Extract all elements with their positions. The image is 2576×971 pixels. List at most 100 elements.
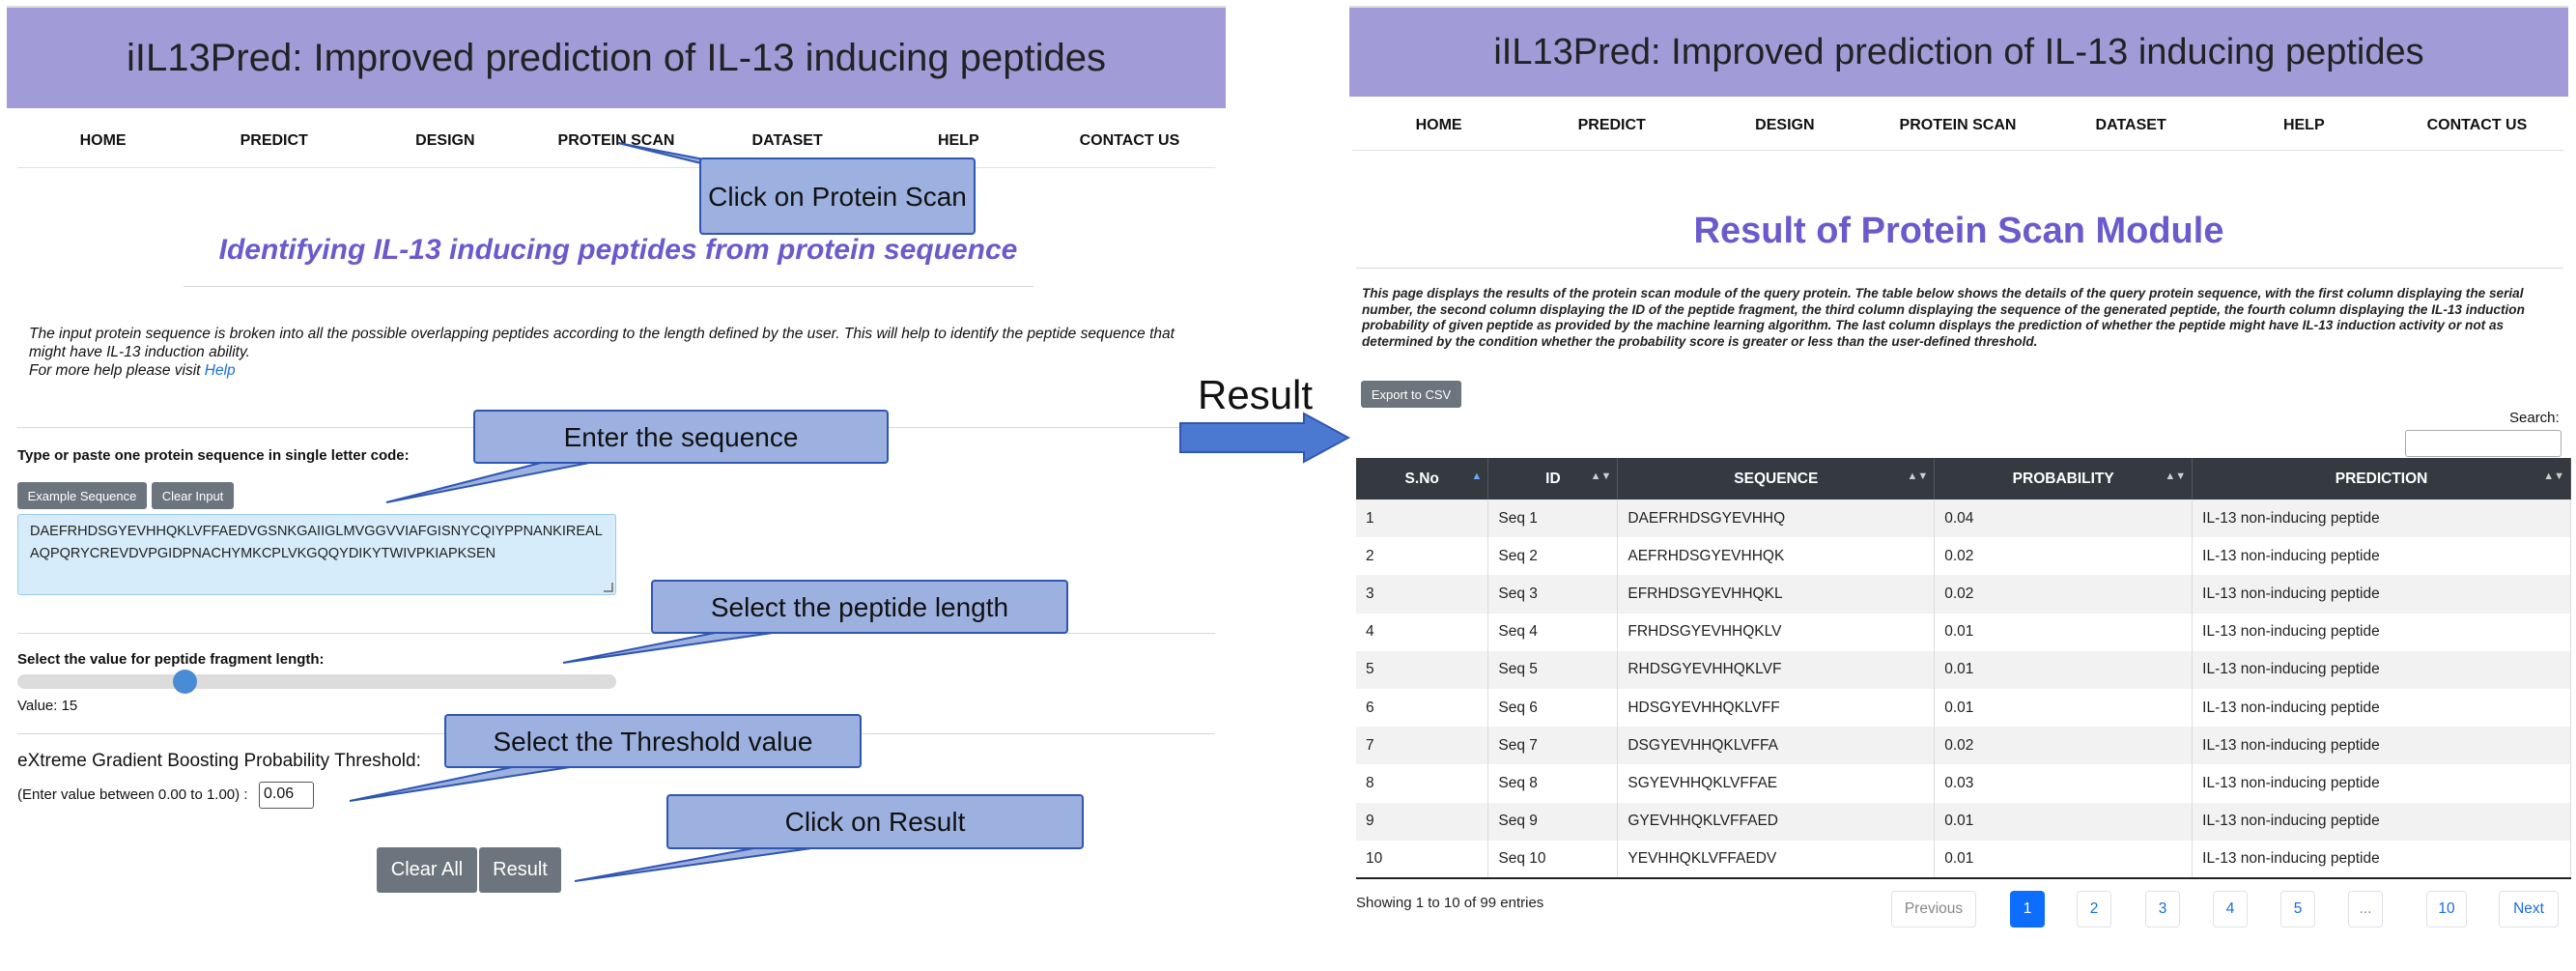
cell-prediction: IL-13 non-inducing peptide [2192, 727, 2571, 765]
search-label: Search: [2509, 410, 2560, 426]
cell-id: Seq 4 [1487, 613, 1619, 651]
table-row: 1 Seq 1 DAEFRHDSGYEVHHQ 0.04 IL-13 non-induc… [1356, 500, 2571, 538]
site-banner: iIL13Pred: Improved prediction of IL-13 … [1349, 6, 2568, 97]
table-header-row: S.No ▲ ID ▲▼ SEQUENCE ▲▼ PROBABILITY ▲▼ PRED… [1356, 458, 2571, 500]
slider-thumb[interactable] [172, 670, 197, 694]
cell-prediction: IL-13 non-inducing peptide [2192, 764, 2571, 803]
help-link[interactable]: Help [204, 362, 236, 379]
sort-icon: ▲▼ [2543, 471, 2564, 482]
column-header-prediction[interactable]: PREDICTION ▲▼ [2192, 458, 2571, 500]
cell-id: Seq 2 [1487, 537, 1619, 576]
length-slider[interactable] [17, 670, 616, 694]
column-header-sno[interactable]: S.No ▲ [1356, 458, 1489, 500]
cell-sequence: EFRHDSGYEVHHQKL [1617, 575, 1936, 614]
cell-sno: 9 [1356, 802, 1489, 841]
export-csv-button[interactable]: Export to CSV [1361, 381, 1461, 408]
column-label: PREDICTION [2335, 470, 2428, 487]
cell-probability: 0.01 [1934, 802, 2194, 841]
cell-sequence: RHDSGYEVHHQKLVF [1617, 650, 1936, 689]
sort-icon: ▲▼ [2165, 471, 2187, 482]
cell-prediction: IL-13 non-inducing peptide [2192, 613, 2571, 651]
cell-prediction: IL-13 non-inducing peptide [2192, 650, 2571, 689]
sequence-line-2: AQPQRYCREVDVPGIDPNACHYMKCPLVKGQQYDIKYTWI… [30, 546, 496, 561]
column-header-probability[interactable]: PROBABILITY ▲▼ [1934, 458, 2194, 500]
table-row: 6 Seq 6 HDSGYEVHHQKLVFF 0.01 IL-13 non-induc… [1356, 688, 2571, 728]
table-row: 10 Seq 10 YEVHHQKLVFFAEDV 0.01 IL-13 non-ind… [1356, 840, 2571, 879]
result-button[interactable]: Result [479, 847, 561, 893]
cell-sequence: DSGYEVHHQKLVFFA [1617, 727, 1936, 765]
nav-dataset[interactable]: DATASET [2095, 116, 2166, 133]
nav-help[interactable]: HELP [937, 131, 979, 149]
cell-probability: 0.01 [1934, 650, 2194, 689]
callout-length: Select the peptide length [651, 580, 1068, 634]
table-row: 7 Seq 7 DSGYEVHHQKLVFFA 0.02 IL-13 non-induc… [1356, 727, 2571, 765]
table-row: 8 Seq 8 SGYEVHHQKLVFFAE 0.03 IL-13 non-induc… [1356, 764, 2571, 803]
cell-sequence: FRHDSGYEVHHQKLV [1617, 613, 1936, 651]
cell-id: Seq 5 [1487, 650, 1619, 689]
example-sequence-button[interactable]: Example Sequence [17, 482, 147, 509]
page-title: Result of Protein Scan Module [1693, 211, 2224, 251]
nav-protein-scan[interactable]: PROTEIN SCAN [1899, 116, 2017, 133]
cell-prediction: IL-13 non-inducing peptide [2192, 840, 2571, 879]
sort-icon: ▲▼ [1590, 471, 1612, 482]
table-row: 3 Seq 3 EFRHDSGYEVHHQKL 0.02 IL-13 non-induc… [1356, 575, 2571, 614]
pagination-previous[interactable]: Previous [1891, 891, 1976, 928]
cell-sequence: AEFRHDSGYEVHHQK [1617, 537, 1936, 576]
clear-all-button[interactable]: Clear All [377, 847, 477, 893]
cell-prediction: IL-13 non-inducing peptide [2192, 500, 2571, 538]
results-table: S.No ▲ ID ▲▼ SEQUENCE ▲▼ PROBABILITY ▲▼ PRED… [1356, 458, 2571, 879]
cell-probability: 0.01 [1934, 688, 2194, 728]
cell-sequence: GYEVHHQKLVFFAED [1617, 802, 1936, 841]
cell-id: Seq 10 [1487, 840, 1619, 879]
nav-help[interactable]: HELP [2282, 116, 2325, 133]
cell-sequence: HDSGYEVHHQKLVFF [1617, 688, 1936, 728]
nav-predict[interactable]: PREDICT [240, 131, 308, 149]
callout-protein-scan: Click on Protein Scan [699, 157, 976, 235]
pagination-page-1[interactable]: 1 [2010, 891, 2045, 928]
cell-prediction: IL-13 non-inducing peptide [2192, 575, 2571, 614]
nav-design[interactable]: DESIGN [1755, 116, 1815, 133]
divider [1356, 268, 2563, 269]
help-prefix: For more help please visit [29, 362, 205, 379]
clear-input-button[interactable]: Clear Input [152, 482, 234, 509]
cell-probability: 0.02 [1934, 537, 2194, 576]
search-input[interactable] [2405, 430, 2562, 457]
sequence-textarea[interactable]: DAEFRHDSGYEVHHQKLVFFAEDVGSNKGAIIGLMVGGVV… [17, 514, 616, 595]
pagination-page-2[interactable]: 2 [2077, 891, 2111, 928]
length-label: Select the value for peptide fragment le… [17, 651, 325, 668]
cell-probability: 0.01 [1934, 840, 2194, 879]
nav-protein-scan[interactable]: PROTEIN SCAN [557, 131, 675, 149]
sequence-label: Type or paste one protein sequence in si… [17, 447, 410, 464]
pagination-ellipsis: ... [2348, 891, 2383, 928]
nav-home[interactable]: HOME [79, 131, 127, 149]
nav-home[interactable]: HOME [1415, 116, 1462, 133]
nav-predict[interactable]: PREDICT [1577, 116, 1646, 133]
threshold-input[interactable]: 0.06 [259, 782, 314, 809]
cell-id: Seq 1 [1487, 500, 1619, 538]
pagination-page-5[interactable]: 5 [2280, 891, 2315, 928]
pagination-next[interactable]: Next [2499, 891, 2559, 928]
nav-design[interactable]: DESIGN [415, 131, 475, 149]
table-row: 2 Seq 2 AEFRHDSGYEVHHQK 0.02 IL-13 non-induc… [1356, 537, 2571, 576]
cell-probability: 0.04 [1934, 500, 2194, 538]
pagination-page-10[interactable]: 10 [2426, 891, 2467, 928]
divider [184, 286, 1033, 287]
resize-handle-icon[interactable] [604, 583, 613, 592]
cell-sno: 8 [1356, 764, 1489, 803]
threshold-heading: eXtreme Gradient Boosting Probability Th… [17, 751, 421, 771]
pagination-page-3[interactable]: 3 [2145, 891, 2180, 928]
nav-contact-us[interactable]: CONTACT US [1079, 131, 1180, 149]
length-value: Value: 15 [17, 698, 78, 714]
pagination-page-4[interactable]: 4 [2213, 891, 2248, 928]
threshold-hint: (Enter value between 0.00 to 1.00) : [17, 786, 248, 803]
column-header-sequence[interactable]: SEQUENCE ▲▼ [1617, 458, 1936, 500]
nav-contact-us[interactable]: CONTACT US [2426, 116, 2528, 133]
cell-probability: 0.03 [1934, 764, 2194, 803]
cell-prediction: IL-13 non-inducing peptide [2192, 688, 2571, 728]
column-header-id[interactable]: ID ▲▼ [1487, 458, 1619, 500]
cell-sno: 7 [1356, 727, 1489, 765]
nav-dataset[interactable]: DATASET [751, 131, 823, 149]
page-description: The input protein sequence is broken int… [29, 325, 1209, 380]
cell-prediction: IL-13 non-inducing peptide [2192, 537, 2571, 576]
cell-probability: 0.01 [1934, 613, 2194, 651]
